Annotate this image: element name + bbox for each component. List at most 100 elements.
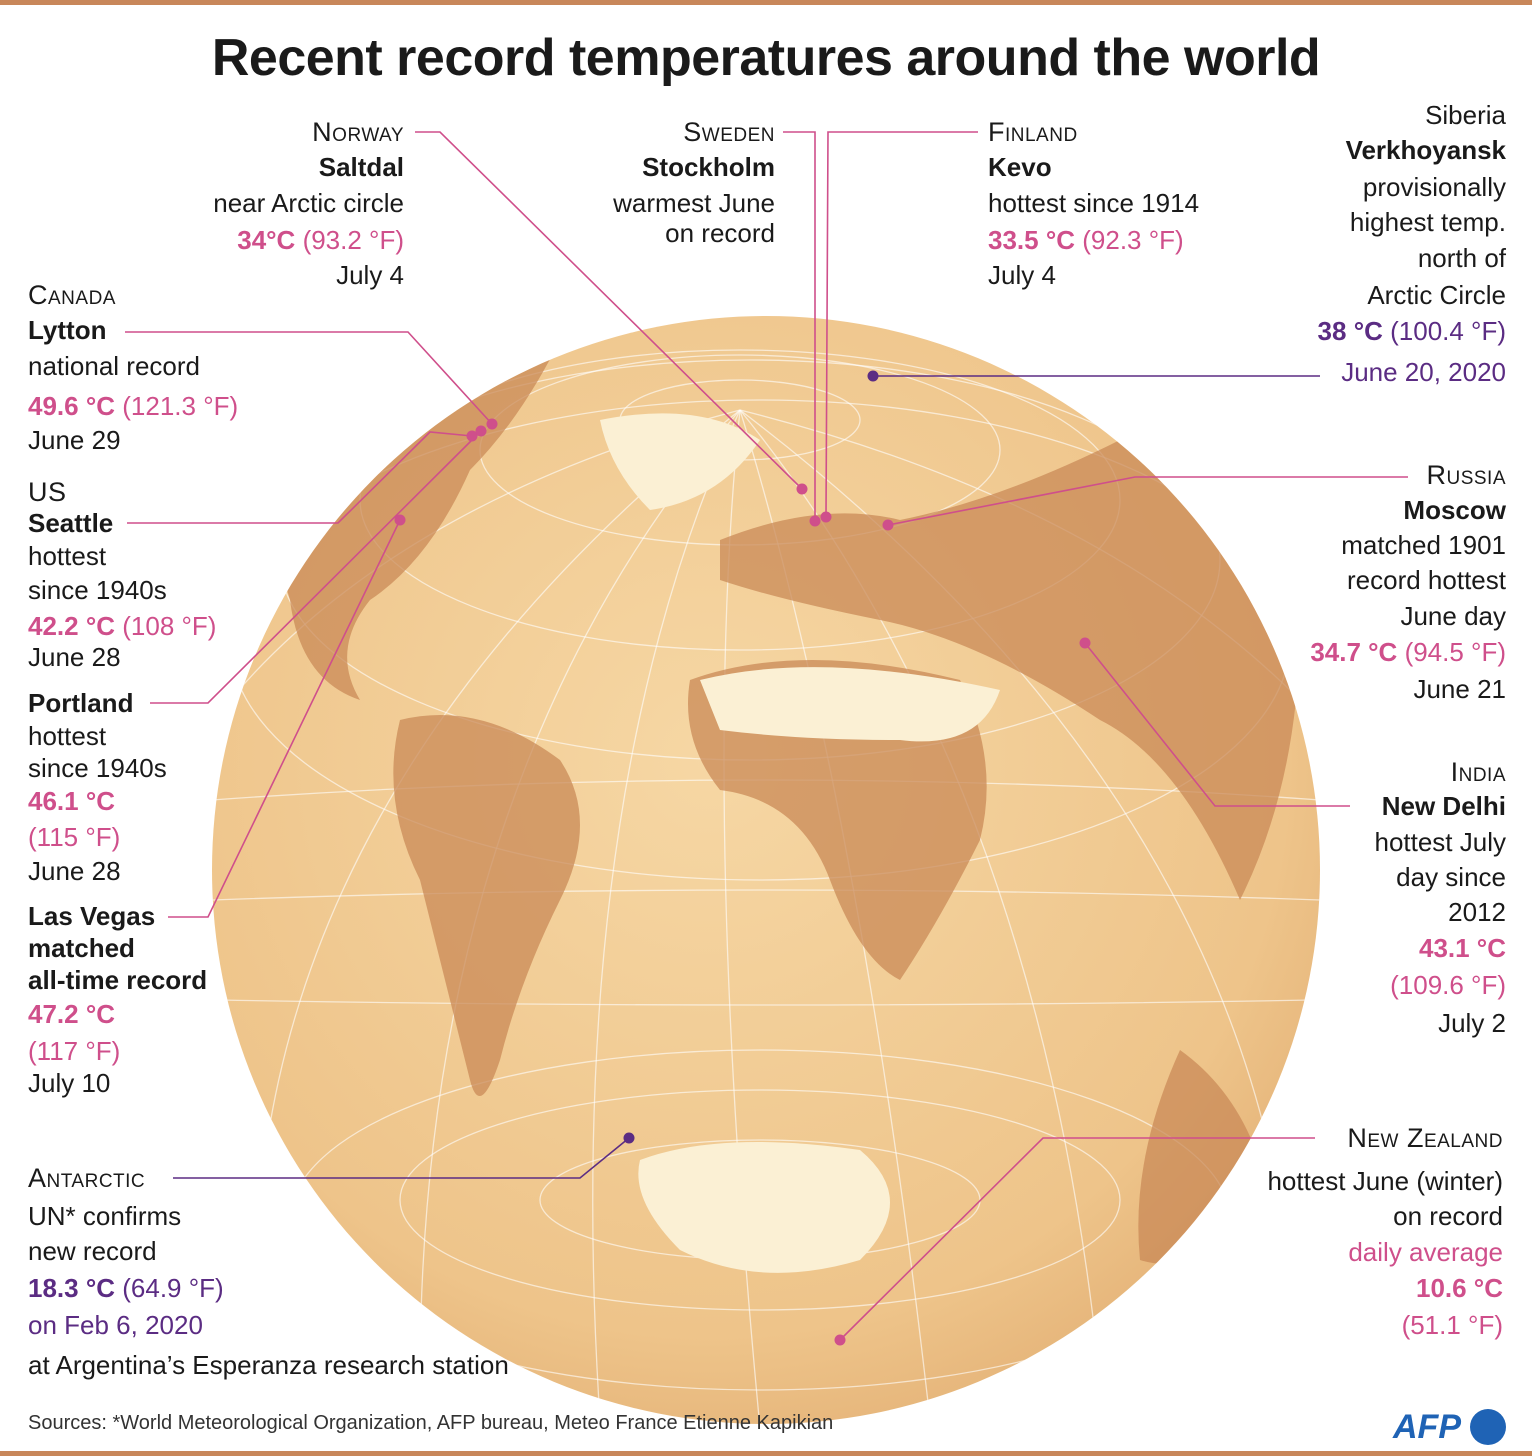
label-date: June 28 [28, 856, 121, 886]
label-notes: hottest July [1374, 827, 1506, 857]
label-line: (109.6 °F) [1390, 968, 1506, 1002]
label-line: June 28 [28, 640, 121, 674]
label-line: Arctic Circle [1367, 278, 1506, 312]
label-notes: new record [28, 1236, 157, 1266]
label-line: 2012 [1448, 895, 1506, 929]
label-line: all-time record [28, 963, 207, 997]
label-line: (117 °F) [28, 1034, 120, 1068]
label-line: US [28, 475, 67, 509]
leader-lines [125, 131, 1408, 1341]
label-notes: provisionally [1362, 172, 1506, 202]
label-notes: since 1940s [28, 575, 167, 605]
label-line: matched [28, 931, 135, 965]
label-line: Finland [988, 115, 1078, 149]
label-line: 10.6 °C [1416, 1271, 1503, 1305]
label-celsius: 43.1 °C [1418, 933, 1506, 963]
top-border [0, 0, 1532, 5]
label-line: Siberia [1425, 98, 1506, 132]
label-fahrenheit: (94.5 °F) [1404, 637, 1506, 667]
label-line: 18.3 °C (64.9 °F) [28, 1271, 224, 1305]
label-date: June 29 [28, 425, 121, 455]
label-line: Portland [28, 686, 133, 720]
label-place: Kevo [988, 152, 1052, 182]
label-line: highest temp. [1350, 205, 1506, 239]
label-notes: matched 1901 [1341, 530, 1506, 560]
label-celsius: 34.7 °C [1310, 637, 1398, 667]
label-line: 49.6 °C (121.3 °F) [28, 389, 238, 423]
label-line: June 28 [28, 854, 121, 888]
label-date: on Feb 6, 2020 [28, 1310, 203, 1340]
label-place: Stockholm [642, 152, 775, 182]
label-place: Verkhoyansk [1345, 135, 1506, 165]
label-line: June 20, 2020 [1341, 355, 1506, 389]
label-fahrenheit: (51.1 °F) [1401, 1310, 1503, 1340]
label-notes: on record [665, 218, 775, 248]
label-line: India [1451, 755, 1506, 789]
label-notes: Arctic Circle [1367, 280, 1506, 310]
label-line: 33.5 °C (92.3 °F) [988, 223, 1184, 257]
label-fahrenheit: (117 °F) [28, 1036, 121, 1066]
label-line: 47.2 °C [28, 997, 115, 1031]
label-line: June 29 [28, 423, 121, 457]
location-dots [394, 418, 1091, 1346]
label-notes: north of [1417, 243, 1506, 273]
label-fahrenheit: (64.9 °F) [122, 1273, 224, 1303]
label-notes: hottest [28, 721, 107, 751]
label-line: 42.2 °C (108 °F) [28, 609, 216, 643]
label-measure: daily average [1348, 1237, 1503, 1267]
label-notes: 2012 [1448, 897, 1506, 927]
label-line: June day [1400, 599, 1506, 633]
label-station: at Argentina’s Esperanza research statio… [28, 1350, 509, 1380]
label-line: 34.7 °C (94.5 °F) [1310, 635, 1506, 669]
label-celsius: 47.2 °C [28, 999, 116, 1029]
label-line: Stockholm [642, 150, 775, 184]
label-country: Sweden [683, 117, 775, 147]
label-line: Russia [1426, 458, 1506, 492]
location-dots-purple [623, 370, 879, 1144]
label-line: (51.1 °F) [1402, 1308, 1503, 1342]
label-notes: hottest June (winter) [1267, 1166, 1503, 1196]
label-line: near Arctic circle [213, 186, 404, 220]
bottom-border [0, 1451, 1532, 1456]
label-line: Kevo [988, 150, 1052, 184]
label-fahrenheit: (121.3 °F) [122, 391, 239, 421]
label-line: 43.1 °C [1419, 931, 1506, 965]
label-celsius: 49.6 °C [28, 391, 116, 421]
label-fahrenheit: (109.6 °F) [1390, 970, 1506, 1000]
label-line: July 4 [988, 258, 1056, 292]
label-notes: national record [28, 351, 200, 381]
label-line: on record [1393, 1199, 1503, 1233]
label-country: Norway [312, 117, 404, 147]
label-celsius: 46.1 °C [28, 786, 116, 816]
label-notes: June day [1400, 601, 1506, 631]
leader-lines-purple [173, 375, 1320, 1179]
label-date: June 28 [28, 642, 121, 672]
label-line: day since [1396, 860, 1506, 894]
label-fahrenheit: (92.3 °F) [1082, 225, 1184, 255]
label-notes: warmest June [613, 188, 775, 218]
label-country: Russia [1426, 460, 1506, 490]
label-date: June 21 [1413, 674, 1506, 704]
label-line: matched 1901 [1341, 528, 1506, 562]
label-date: July 2 [1438, 1008, 1506, 1038]
label-line: at Argentina’s Esperanza research statio… [28, 1348, 509, 1382]
label-notes: hottest [28, 541, 107, 571]
label-celsius: 18.3 °C [28, 1273, 116, 1303]
label-line: since 1940s [28, 573, 167, 607]
label-date: July 4 [988, 260, 1056, 290]
label-line: July 2 [1438, 1006, 1506, 1040]
label-fahrenheit: (115 °F) [28, 822, 121, 852]
label-celsius: 34°C [237, 225, 296, 255]
title: Recent record temperatures around the wo… [211, 29, 1321, 87]
label-line: new record [28, 1234, 157, 1268]
label-line: national record [28, 349, 200, 383]
label-country: India [1450, 757, 1506, 787]
label-notes: on record [1393, 1201, 1503, 1231]
label-country: New Zealand [1347, 1123, 1503, 1153]
label-place: Moscow [1403, 495, 1506, 525]
label-notes: since 1940s [28, 753, 167, 783]
label-date: July 4 [336, 260, 404, 290]
logo: AFP [1393, 1408, 1461, 1446]
